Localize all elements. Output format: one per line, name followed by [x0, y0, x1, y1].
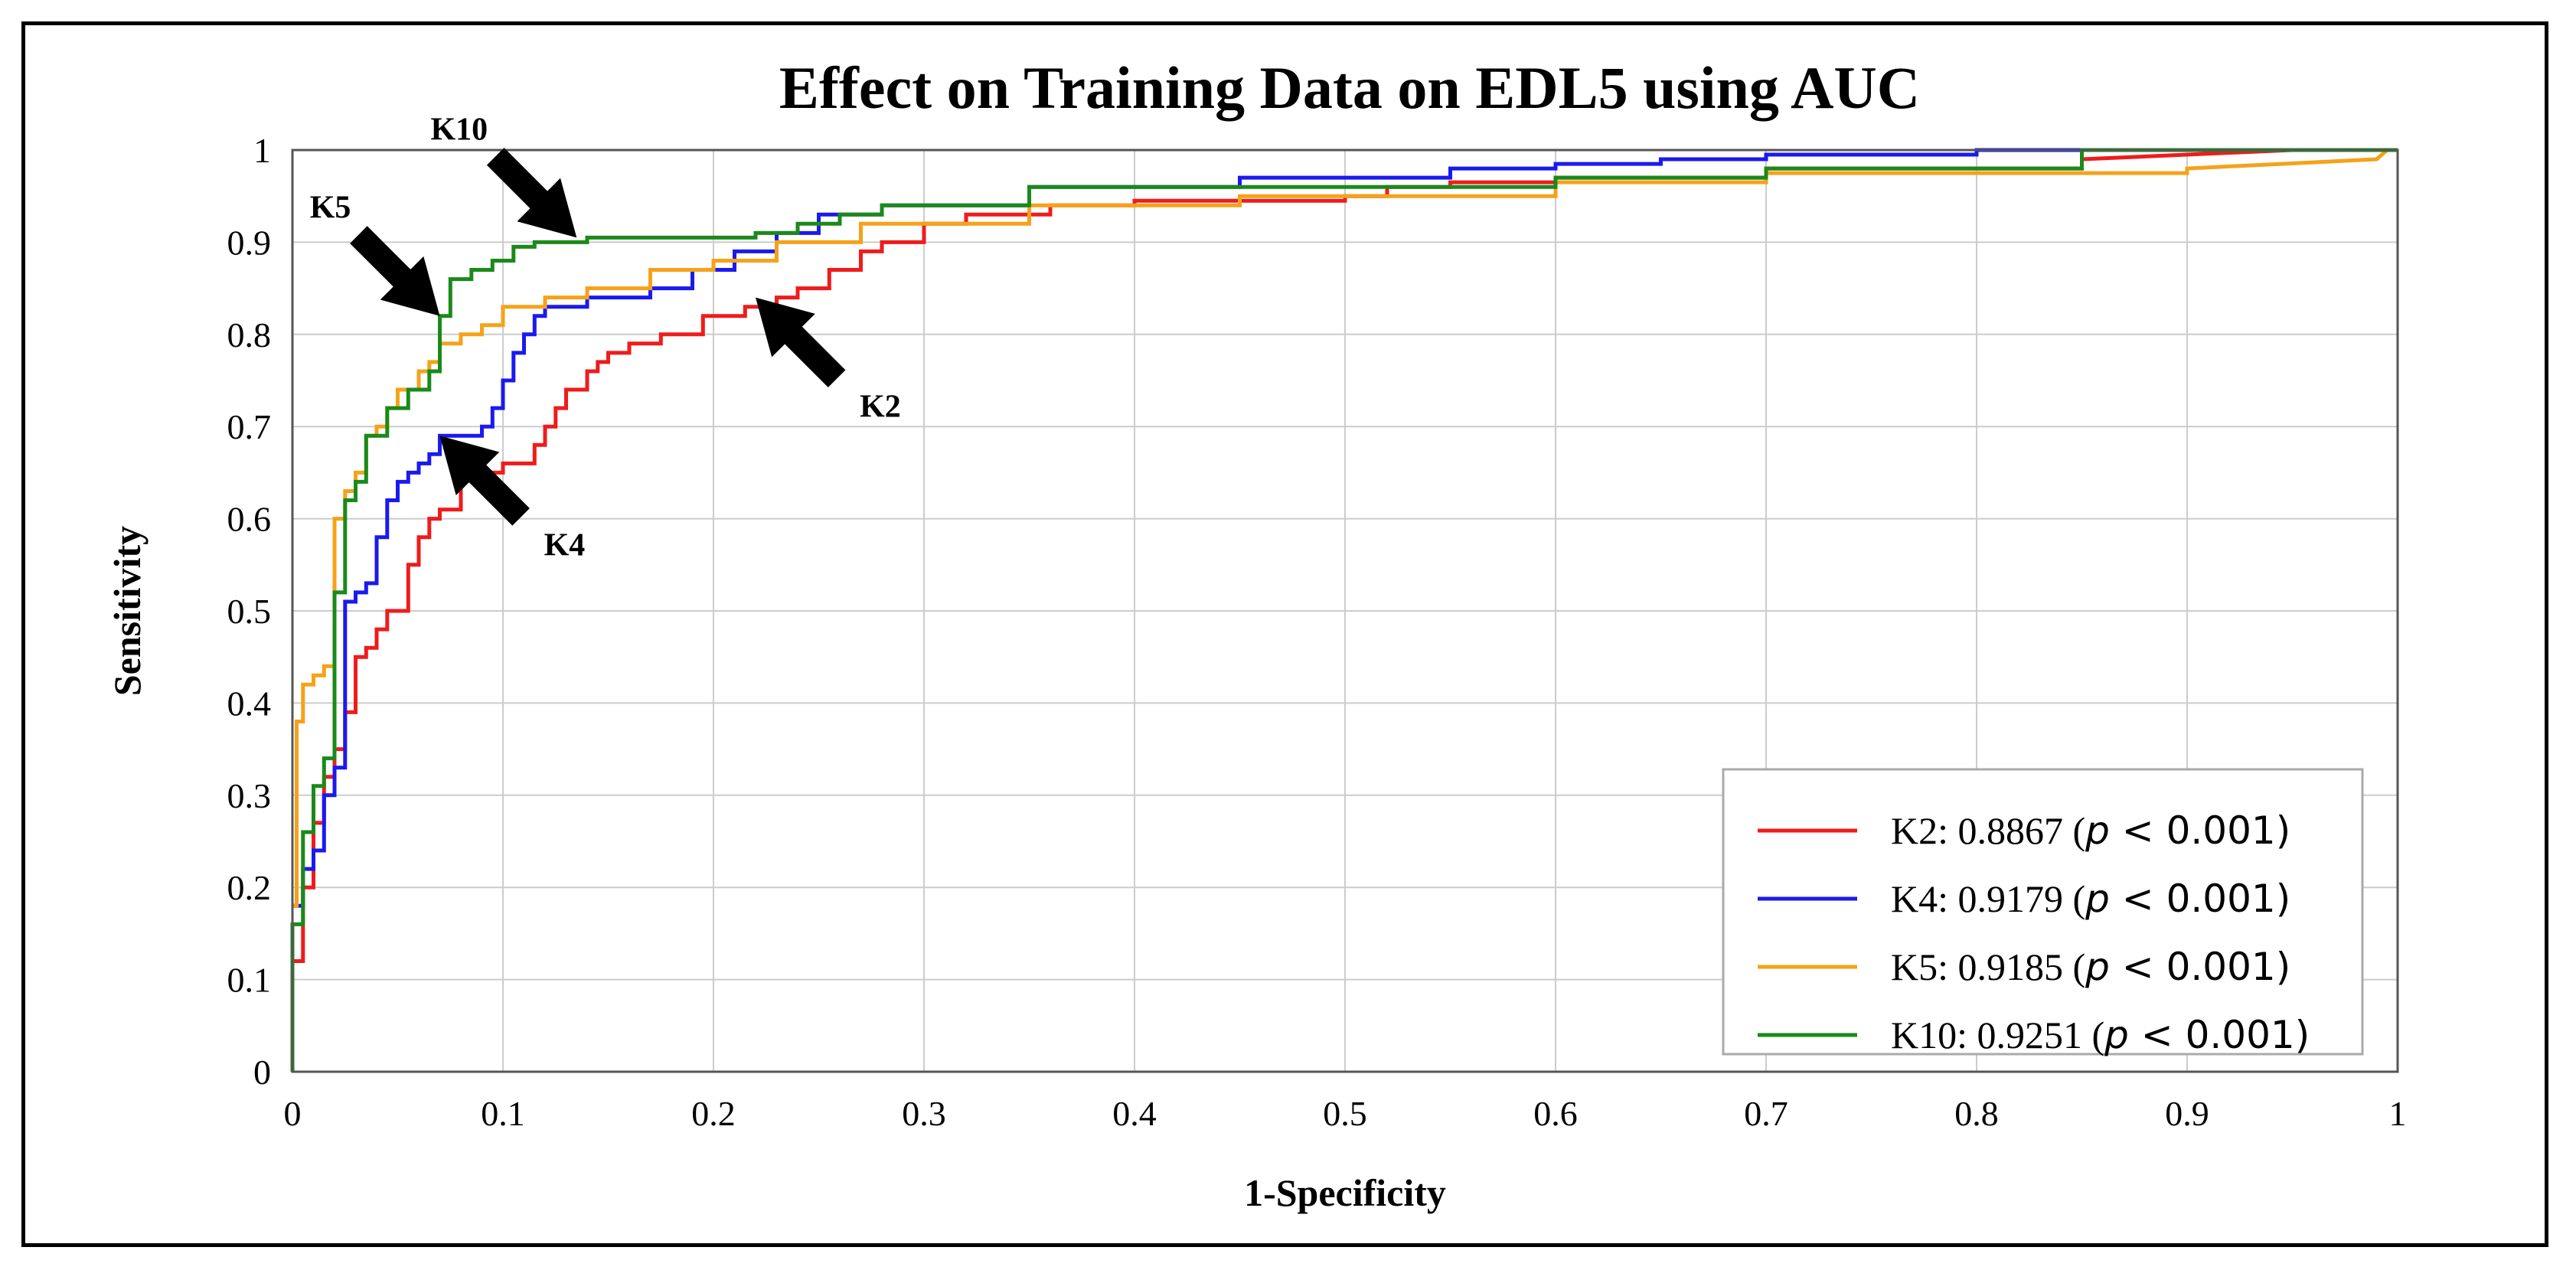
y-tick-label: 0.7	[227, 407, 272, 446]
legend-entry-k4: K4: 0.9179 (p < 0.001)	[1891, 877, 2290, 921]
y-tick-label: 0.4	[227, 684, 272, 723]
x-tick-label: 0.7	[1744, 1094, 1788, 1133]
plot-border	[291, 149, 2399, 1073]
legend-box	[1722, 768, 2364, 1056]
x-tick-label: 0.4	[1112, 1094, 1157, 1133]
y-tick-label: 0.3	[227, 776, 272, 815]
annotation-arrow-k2	[756, 297, 846, 387]
legend-text-prefix: K2: 0.8867 (	[1891, 809, 2085, 852]
series-line-k10	[290, 148, 2398, 1072]
legend-text-p: p	[2085, 945, 2110, 989]
legend-text-prefix: K4: 0.9179 (	[1891, 877, 2085, 920]
annotations-layer: K10 K5 K2 K4	[310, 112, 901, 563]
legend-entry-k5: K5: 0.9185 (p < 0.001)	[1891, 945, 2290, 989]
x-tick-label: 0.5	[1323, 1094, 1367, 1133]
tick-labels: 00 0.1 0.1 0.2 0.2 0.3 0.3 0.4 0.4 0.5 0.5 0.6 0.6 0.…	[227, 131, 2407, 1133]
legend-entry-k2: K2: 0.8867 (p < 0.001)	[1891, 808, 2290, 853]
roc-chart: Effect on Training Data on EDL5 using AU…	[106, 54, 2407, 1214]
y-tick-label: 0.5	[227, 592, 272, 631]
annotation-arrow-k4	[439, 436, 530, 526]
legend-text-suffix: < 0.001)	[2110, 945, 2290, 989]
legend-text-prefix: K10: 0.9251 (	[1891, 1014, 2104, 1056]
x-tick-label: 0.1	[481, 1094, 525, 1133]
annotation-label-k10: K10	[431, 112, 488, 147]
x-tick-label: 0.8	[1954, 1094, 1999, 1133]
annotation-arrow-k5	[350, 226, 440, 316]
legend-text-prefix: K5: 0.9185 (	[1891, 945, 2085, 988]
annotation-label-k5: K5	[310, 191, 351, 226]
series-line-k5	[292, 148, 2398, 908]
y-tick-label: 0	[253, 1053, 271, 1092]
y-tick-label: 0.9	[227, 223, 272, 262]
legend-text-suffix: < 0.001)	[2129, 1013, 2310, 1057]
y-tick-label: 1	[253, 131, 271, 170]
series-layer	[290, 148, 2398, 1072]
x-tick-label: 0.9	[2165, 1094, 2209, 1133]
chart-title: Effect on Training Data on EDL5 using AU…	[779, 54, 1920, 121]
legend-text-p: p	[2085, 808, 2110, 853]
y-tick-label: 0.8	[227, 315, 272, 354]
y-tick-label: 0.6	[227, 500, 272, 539]
y-axis-label: Sensitivity	[106, 526, 149, 696]
x-tick-label: 0	[284, 1094, 302, 1133]
y-tick-label: 0.1	[227, 961, 272, 1000]
legend-entry-k10: K10: 0.9251 (p < 0.001)	[1891, 1013, 2310, 1057]
legend-text-suffix: < 0.001)	[2110, 877, 2290, 921]
legend-text-p: p	[2085, 877, 2110, 921]
series-line-k2	[292, 148, 2398, 963]
x-tick-label: 1	[2389, 1094, 2407, 1133]
legend-text-p: p	[2104, 1013, 2129, 1057]
figure-frame: Effect on Training Data on EDL5 using AU…	[21, 21, 2548, 1247]
x-tick-label: 0.3	[902, 1094, 946, 1133]
x-axis-label: 1-Specificity	[1244, 1171, 1446, 1214]
legend-text-suffix: < 0.001)	[2110, 808, 2290, 853]
x-tick-label: 0.6	[1533, 1094, 1578, 1133]
annotation-arrow-k10	[486, 148, 577, 238]
y-tick-label: 0.2	[227, 868, 272, 907]
x-tick-label: 0.2	[691, 1094, 736, 1133]
legend: K2: 0.8867 (p < 0.001)K4: 0.9179 (p < 0.…	[1722, 768, 2364, 1057]
annotation-label-k2: K2	[860, 390, 901, 425]
annotation-label-k4: K4	[544, 527, 586, 563]
